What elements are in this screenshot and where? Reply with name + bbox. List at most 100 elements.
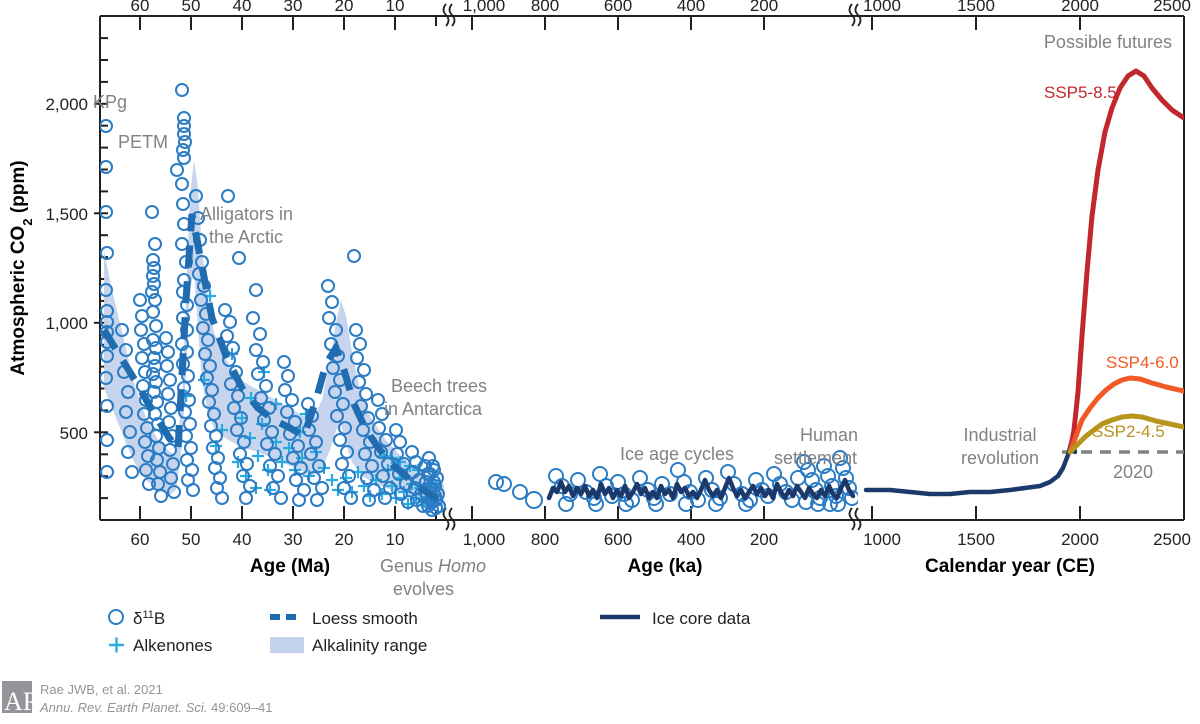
bottom-axis-ticks xyxy=(139,506,1185,520)
y-tick-label-2000: 2,000 xyxy=(45,95,88,114)
legend-label-loess: Loess smooth xyxy=(312,609,418,628)
top-axis-break-marks xyxy=(442,3,862,27)
top-tick-800ka: 800 xyxy=(531,0,559,15)
top-tick-1500ce: 1500 xyxy=(957,0,995,15)
x-axis-title-ma: Age (Ma) xyxy=(250,556,330,577)
y-axis-title-sub: 2 xyxy=(20,218,35,225)
svg-text:Alligators in: Alligators in xyxy=(200,204,293,224)
bottom-tick-30: 30 xyxy=(284,530,303,549)
bottom-tick-400ka: 400 xyxy=(677,530,705,549)
legend-d11b-icon xyxy=(108,609,124,625)
svg-text:the Arctic: the Arctic xyxy=(209,227,283,247)
proxy-scatter-ma xyxy=(100,83,446,517)
top-tick-1000ka: 1,000 xyxy=(463,0,506,15)
annotation-ice-age-cycles: Ice age cycles xyxy=(620,444,734,464)
ice-core-line-ka xyxy=(546,475,856,501)
bottom-tick-10: 10 xyxy=(386,530,405,549)
legend-alkalinity-icon xyxy=(270,637,304,653)
bottom-tick-40: 40 xyxy=(233,530,252,549)
bottom-tick-50: 50 xyxy=(182,530,201,549)
bottom-tick-20: 20 xyxy=(335,530,354,549)
annotation-kpg: KPg xyxy=(93,92,127,112)
legend-alkenones-icon xyxy=(109,637,124,653)
y-axis-title-pre: Atmospheric CO xyxy=(8,226,29,376)
y-tick-label-500: 500 xyxy=(60,424,88,443)
d11b-markers xyxy=(100,83,446,517)
bottom-tick-200ka: 200 xyxy=(750,530,778,549)
legend-label-icecore: Ice core data xyxy=(652,609,751,628)
top-tick-50: 50 xyxy=(182,0,201,15)
annotation-genus-homo-evolves: Genus Homo evolves xyxy=(380,556,486,599)
bottom-tick-800ka: 800 xyxy=(531,530,559,549)
bottom-tick-2000ce: 2000 xyxy=(1061,530,1099,549)
svg-text:Industrial: Industrial xyxy=(963,425,1036,445)
y-axis-title: Atmospheric CO2 (ppm) xyxy=(8,160,35,375)
y-axis-title-post: (ppm) xyxy=(8,160,29,218)
top-tick-200ka: 200 xyxy=(750,0,778,15)
bottom-tick-1500ce: 1500 xyxy=(957,530,995,549)
annotation-human-settlement: Human settlement xyxy=(774,425,858,468)
top-tick-1000ce: 1000 xyxy=(863,0,901,15)
credit-block: AR Rae JWB, et al. 2021 Annu. Rev. Earth… xyxy=(2,681,272,716)
top-tick-10: 10 xyxy=(386,0,405,15)
panel-ce-data xyxy=(863,68,1184,497)
svg-text:Genus Homo: Genus Homo xyxy=(380,556,486,576)
panel-ka-data xyxy=(488,450,858,512)
credit-line-1: Rae JWB, et al. 2021 xyxy=(40,682,163,697)
x-axis-title-ce: Calendar year (CE) xyxy=(925,556,1095,577)
chart-legend: δ11B Alkenones Loess smooth Alkalinity r… xyxy=(108,609,751,655)
y-tick-label-1000: 1,000 xyxy=(45,314,88,333)
top-tick-600ka: 600 xyxy=(604,0,632,15)
svg-text:revolution: revolution xyxy=(961,448,1039,468)
ssp5-8p5-line xyxy=(1067,68,1184,455)
legend-label-alkalinity: Alkalinity range xyxy=(312,636,427,655)
scenario-label-ssp5-8p5: SSP5-8.5 xyxy=(1044,83,1117,102)
top-tick-60: 60 xyxy=(131,0,150,15)
top-tick-2500ce: 2500 xyxy=(1153,0,1191,15)
top-tick-20: 20 xyxy=(335,0,354,15)
plot-frame xyxy=(99,15,1185,521)
ssp4-6p0-line xyxy=(1067,375,1184,455)
svg-text:Human: Human xyxy=(800,425,858,445)
annual-reviews-logo xyxy=(2,681,32,713)
loess-smooth-line xyxy=(101,213,446,506)
annual-reviews-logo-text: AR xyxy=(4,687,41,716)
svg-text:Beech trees: Beech trees xyxy=(391,376,487,396)
bottom-tick-2500ce: 2500 xyxy=(1153,530,1191,549)
bottom-axis-break-marks xyxy=(442,507,862,531)
bottom-tick-60: 60 xyxy=(131,530,150,549)
credit-journal-name: Annu. Rev. Earth Planet. Sci. xyxy=(39,700,207,715)
y-tick-label-1500: 1,500 xyxy=(45,205,88,224)
bottom-tick-1000ce: 1000 xyxy=(863,530,901,549)
bottom-tick-600ka: 600 xyxy=(604,530,632,549)
top-tick-labels: 60 50 40 30 20 10 1,000 800 600 400 200 … xyxy=(131,0,1191,15)
top-axis-ticks xyxy=(139,16,1185,30)
bottom-tick-1000ka: 1,000 xyxy=(463,530,506,549)
top-tick-2000ce: 2000 xyxy=(1061,0,1099,15)
bottom-tick-labels: 60 50 40 30 20 10 1,000 800 600 400 200 … xyxy=(131,530,1191,549)
alkenone-markers xyxy=(180,290,442,512)
ice-core-line-ce xyxy=(863,437,1078,497)
top-tick-40: 40 xyxy=(233,0,252,15)
annotation-alligators-in-the-arctic: Alligators in the Arctic xyxy=(200,204,293,247)
svg-text:Atmospheric CO2 (ppm): Atmospheric CO2 (ppm) xyxy=(8,160,35,375)
svg-text:evolves: evolves xyxy=(393,579,454,599)
annotation-possible-futures: Possible futures xyxy=(1044,32,1172,52)
svg-text:in Antarctica: in Antarctica xyxy=(384,399,483,419)
annotation-beech-trees-in-antarctica: Beech trees in Antarctica xyxy=(384,376,487,419)
chart-annotations: KPg PETM Alligators in the Arctic Beech … xyxy=(93,32,1179,599)
annotation-2020-baseline: 2020 xyxy=(1113,462,1153,482)
credit-line-2: Annu. Rev. Earth Planet. Sci. 49:609–41 xyxy=(39,700,272,715)
legend-label-alkenones: Alkenones xyxy=(133,636,212,655)
ssp2-4p5-line xyxy=(1067,413,1184,455)
scenario-label-ssp4-6p0: SSP4-6.0 xyxy=(1106,353,1179,372)
annotation-industrial-revolution: Industrial revolution xyxy=(961,425,1039,468)
top-tick-400ka: 400 xyxy=(677,0,705,15)
scenario-label-ssp2-4p5: SSP2-4.5 xyxy=(1092,422,1165,441)
svg-text:settlement: settlement xyxy=(774,448,857,468)
x-axis-title-ka: Age (ka) xyxy=(628,556,703,577)
annotation-petm: PETM xyxy=(118,132,168,152)
legend-label-d11b: δ11B xyxy=(133,609,165,628)
